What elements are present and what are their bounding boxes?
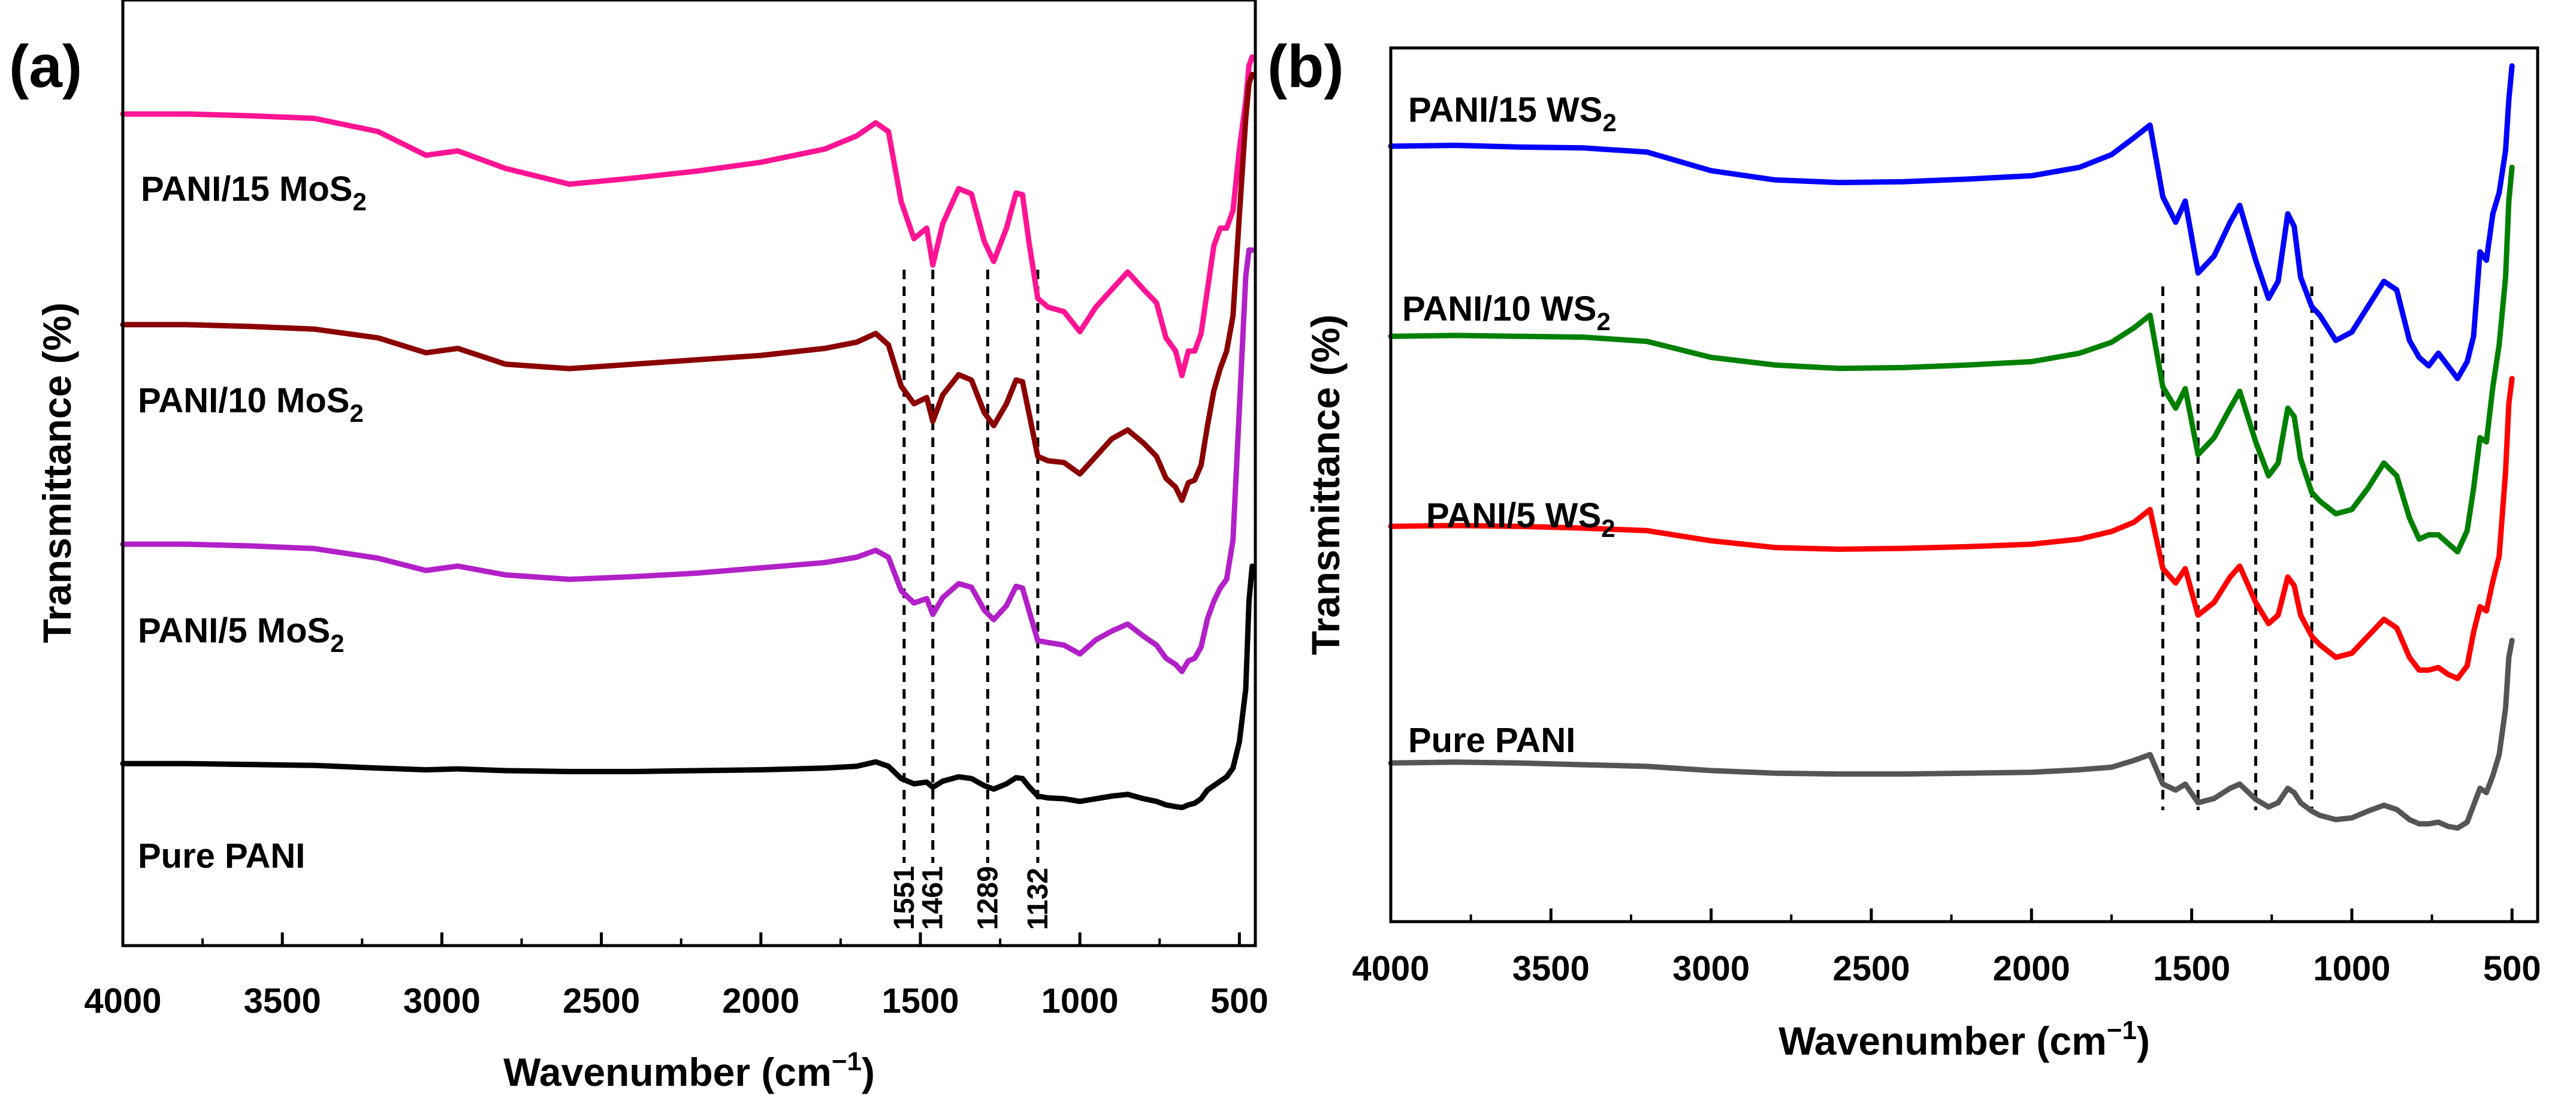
panel-a-peak-markers — [902, 270, 1040, 863]
series-label: PANI/10 MoS2 — [138, 381, 364, 427]
panel-b-series — [1388, 63, 2515, 831]
peak-label: 1132 — [1022, 868, 1054, 930]
x-tick-label: 3500 — [244, 982, 321, 1021]
panel-a-label: (a) — [9, 33, 82, 100]
panel-b-x-ticks: 4000 3500 3000 2500 2000 1500 1000 500 — [1352, 908, 2541, 988]
series-line-pani-5-mos2 — [120, 247, 1255, 674]
x-tick-label: 2000 — [722, 982, 799, 1021]
x-tick-label: 3500 — [1512, 949, 1590, 988]
x-tick-label: 500 — [1210, 982, 1269, 1021]
peak-label: 1551 — [889, 866, 920, 930]
x-tick-label: 3000 — [403, 982, 481, 1021]
panel-b-peak-markers — [2161, 286, 2314, 810]
x-tick-label: 4000 — [84, 982, 161, 1021]
series-line-pani-15-mos2 — [120, 54, 1255, 379]
panel-a-y-axis-title: Transmittance (%) — [35, 303, 79, 643]
x-tick-label: 2500 — [1832, 949, 1910, 988]
series-line-pani-5-ws2 — [1388, 376, 2515, 681]
series-label: Pure PANI — [138, 837, 305, 875]
panel-b-plot-frame — [1389, 46, 2539, 923]
panel-b-series-labels: PANI/15 WS2 PANI/10 WS2 PANI/5 WS2 Pure PAN… — [1402, 90, 1617, 760]
panel-a-series — [120, 54, 1255, 811]
panel-b-x-axis-title: Wavenumber (cm−1) — [1778, 1016, 2150, 1063]
x-tick-label: 1500 — [2153, 949, 2230, 988]
peak-label: 1289 — [972, 866, 1004, 930]
x-tick-label: 1000 — [2313, 949, 2390, 988]
series-line-pani-10-ws2 — [1388, 164, 2515, 555]
series-label: PANI/15 WS2 — [1408, 90, 1617, 137]
x-tick-label: 1500 — [881, 982, 959, 1021]
x-tick-label: 3000 — [1672, 949, 1750, 988]
panel-a: (a) 4000 3500 3000 2500 2000 1500 1000 500 1551… — [9, 0, 1269, 1094]
x-tick-label: 500 — [2483, 949, 2541, 988]
x-tick-label: 2500 — [563, 982, 640, 1021]
panel-a-x-axis-title: Wavenumber (cm−1) — [503, 1047, 875, 1094]
series-label: Pure PANI — [1408, 721, 1575, 760]
series-label: PANI/5 WS2 — [1426, 496, 1615, 542]
panel-b: (b) 4000 3500 3000 2500 2000 1500 1000 500 PANI… — [1267, 33, 2541, 1063]
panel-b-y-axis-title: Transmittance (%) — [1303, 315, 1348, 655]
panel-a-plot-frame — [121, 0, 1257, 947]
x-tick-label: 2000 — [1993, 949, 2070, 988]
series-label: PANI/5 MoS2 — [138, 611, 345, 657]
series-line-pure-pani — [120, 563, 1255, 811]
series-label: PANI/15 MoS2 — [141, 170, 367, 216]
x-tick-label: 4000 — [1352, 949, 1429, 988]
series-label: PANI/10 WS2 — [1402, 289, 1611, 336]
series-line-pani-15-ws2 — [1388, 63, 2515, 382]
x-tick-label: 1000 — [1041, 982, 1119, 1021]
peak-label: 1461 — [917, 866, 949, 930]
panel-a-x-ticks: 4000 3500 3000 2500 2000 1500 1000 500 — [84, 932, 1269, 1021]
series-line-pure-pani — [1388, 638, 2515, 831]
series-line-pani-10-mos2 — [120, 71, 1255, 503]
panel-a-series-labels: PANI/15 MoS2 PANI/10 MoS2 PANI/5 MoS2 Pure … — [138, 170, 367, 875]
panel-b-label: (b) — [1267, 33, 1344, 100]
